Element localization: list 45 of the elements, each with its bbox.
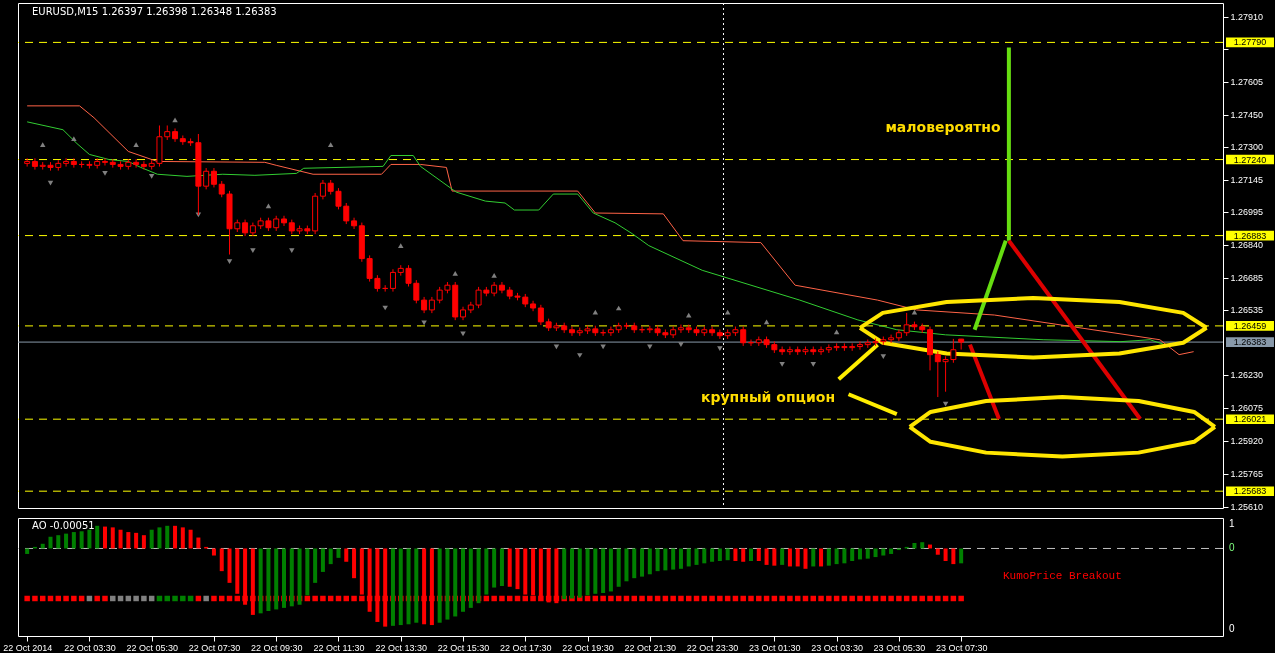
x-tick-label: 22 Oct 07:30 xyxy=(188,642,241,653)
ref-line-label: 1.25683 xyxy=(1233,486,1267,497)
text: 1 xyxy=(1229,518,1235,529)
x-tick-label: 22 Oct 11:30 xyxy=(313,642,365,653)
y-tick-label: 1.26840 xyxy=(1230,240,1264,251)
annotation: AO -0.00051 xyxy=(32,520,95,531)
chart-title: EURUSD,M15 1.26397 1.26398 1.26348 1.26383 xyxy=(32,6,277,17)
ref-line-label: 1.27790 xyxy=(1233,37,1267,48)
x-tick-label: 22 Oct 05:30 xyxy=(126,642,178,653)
ref-line-label: 1.26021 xyxy=(1233,414,1267,425)
ref-line-label: 1.26383 xyxy=(1233,337,1267,348)
annotation: маловероятно xyxy=(885,119,1001,135)
x-tick-label: 23 Oct 05:30 xyxy=(873,642,926,653)
y-tick-label: 1.27300 xyxy=(1230,142,1264,153)
y-tick-label: 1.26995 xyxy=(1230,207,1264,218)
x-tick-label: 22 Oct 03:30 xyxy=(64,642,116,653)
ref-line-label: 1.26883 xyxy=(1233,230,1267,241)
ref-line-label: 1.27240 xyxy=(1233,154,1267,165)
y-tick-label: 1.25920 xyxy=(1230,436,1264,447)
y-tick-label: 1.27605 xyxy=(1230,77,1264,88)
x-tick-label: 22 Oct 19:30 xyxy=(562,642,614,653)
x-tick-label: 22 Oct 15:30 xyxy=(437,642,490,653)
x-tick-label: 22 Oct 2014 xyxy=(3,642,53,653)
x-tick-label: 23 Oct 01:30 xyxy=(749,642,801,653)
y-tick-label: 1.27450 xyxy=(1230,110,1264,121)
annotation: крупный опцион xyxy=(700,389,836,405)
y-tick-label: 1.27145 xyxy=(1230,175,1264,186)
text: 0 xyxy=(1229,623,1235,634)
x-tick-label: 22 Oct 21:30 xyxy=(624,642,677,653)
y-tick-label: 1.26075 xyxy=(1230,403,1264,414)
x-tick-label: 22 Oct 17:30 xyxy=(500,642,552,653)
text: 0 xyxy=(1229,542,1235,554)
y-tick-label: 1.25610 xyxy=(1230,502,1264,513)
annotation: KumoPrice Breakout xyxy=(1003,570,1122,582)
x-tick-label: 22 Oct 13:30 xyxy=(375,642,428,653)
x-tick-label: 22 Oct 23:30 xyxy=(686,642,739,653)
y-tick-label: 1.27910 xyxy=(1230,12,1264,23)
x-tick-label: 23 Oct 07:30 xyxy=(935,642,988,653)
y-tick-label: 1.26230 xyxy=(1230,370,1264,381)
ref-line-label: 1.26459 xyxy=(1233,320,1267,331)
y-tick-label: 1.25765 xyxy=(1230,469,1264,480)
x-tick-label: 22 Oct 09:30 xyxy=(250,642,303,653)
y-tick-label: 1.26685 xyxy=(1230,273,1264,284)
y-tick-label: 1.26535 xyxy=(1230,305,1264,316)
x-tick-label: 23 Oct 03:30 xyxy=(811,642,863,653)
